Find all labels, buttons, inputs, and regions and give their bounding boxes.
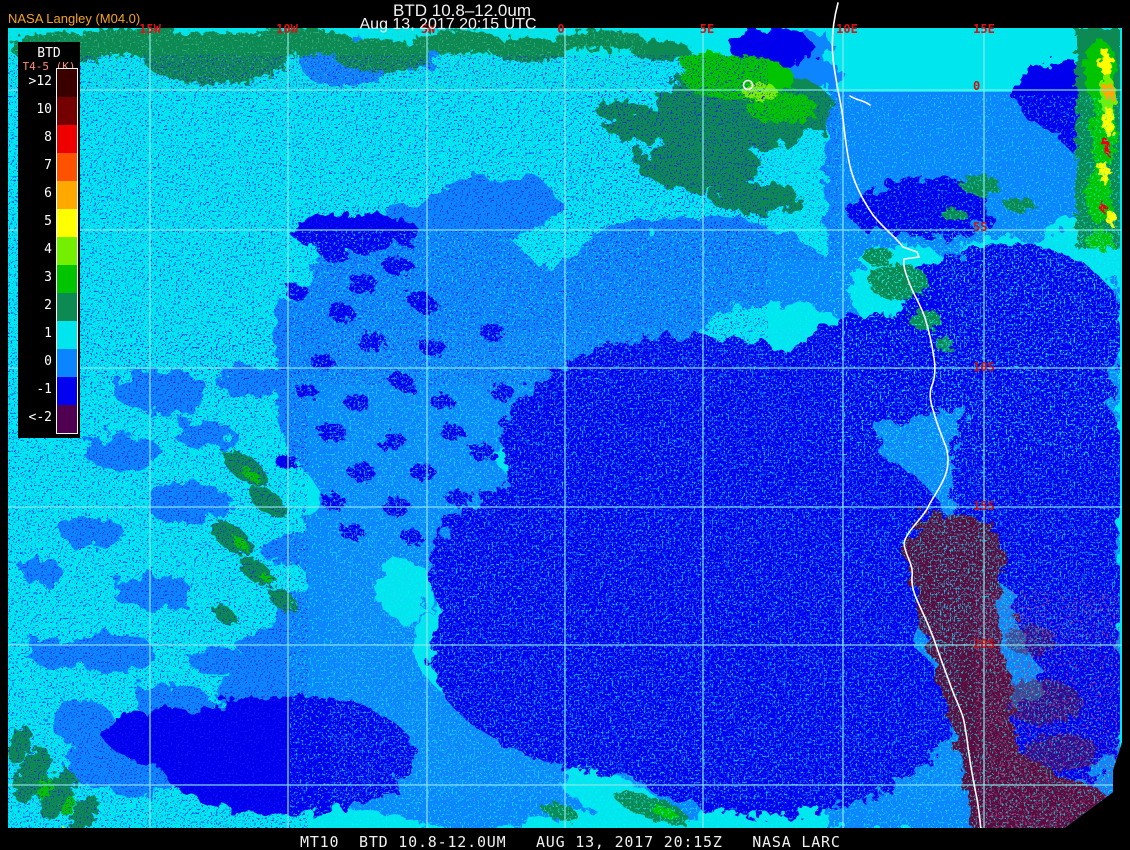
legend-color-block [57, 349, 77, 377]
legend-value-label: >12 [28, 74, 52, 89]
legend-value-label: <-2 [28, 410, 52, 425]
map-data-layer [8, 28, 1122, 830]
longitude-label: 10E [836, 22, 858, 36]
latitude-label: 0 [973, 79, 981, 93]
legend-color-block [57, 97, 77, 125]
legend-value-label: -1 [36, 382, 52, 397]
legend-color-block [57, 293, 77, 321]
legend-color-block [57, 405, 77, 433]
legend-value-label: 6 [44, 186, 52, 201]
legend-value-label: 3 [44, 270, 52, 285]
latitude-label: 10S [973, 360, 995, 374]
legend-color-block [57, 125, 77, 153]
btd-color-legend: BTD T4-5 (K) >12 10 8 7 6 5 4 3 2 1 0 -1 <-2 [18, 42, 80, 438]
legend-value-label: 10 [36, 102, 52, 117]
latitude-label: 20S [973, 637, 995, 651]
map-title: BTD 10.8–12.0um [393, 1, 531, 20]
longitude-label: 15E [973, 22, 995, 36]
longitude-label: 0 [557, 22, 565, 36]
legend-color-block [57, 237, 77, 265]
legend-value-label: 2 [44, 298, 52, 313]
longitude-label: 10W [276, 22, 298, 36]
legend-color-block [57, 69, 77, 97]
legend-value-label: 0 [44, 354, 52, 369]
african-coastline [742, 2, 982, 831]
legend-color-block [57, 209, 77, 237]
longitude-label: 15W [139, 22, 161, 36]
latitude-label: 15S [973, 499, 995, 513]
longitude-label: 5W [420, 22, 436, 36]
latitude-label: 5S [973, 220, 988, 234]
legend-color-block [57, 265, 77, 293]
legend-title: BTD [37, 46, 61, 61]
agency-credit: NASA Langley (M04.0) [8, 11, 141, 26]
legend-value-label: 5 [44, 214, 52, 229]
graticule-gridlines [8, 28, 1122, 830]
island-outline [742, 79, 754, 91]
legend-value-label: 1 [44, 326, 52, 341]
legend-color-block [57, 181, 77, 209]
legend-color-block [57, 377, 77, 405]
footer-text: MT10 BTD 10.8-12.0UM AUG 13, 2017 20:15Z… [300, 833, 841, 850]
legend-color-block [57, 153, 77, 181]
footer-bar: MT10 BTD 10.8-12.0UM AUG 13, 2017 20:15Z… [0, 828, 1130, 850]
legend-value-label: 4 [44, 242, 52, 257]
legend-value-label: 8 [44, 130, 52, 145]
legend-color-block [57, 321, 77, 349]
longitude-label: 5E [699, 22, 715, 36]
legend-value-label: 7 [44, 158, 52, 173]
color-scale-bar [56, 68, 78, 434]
map-timestamp: Aug 13, 2017 20:15 UTC [359, 16, 537, 33]
